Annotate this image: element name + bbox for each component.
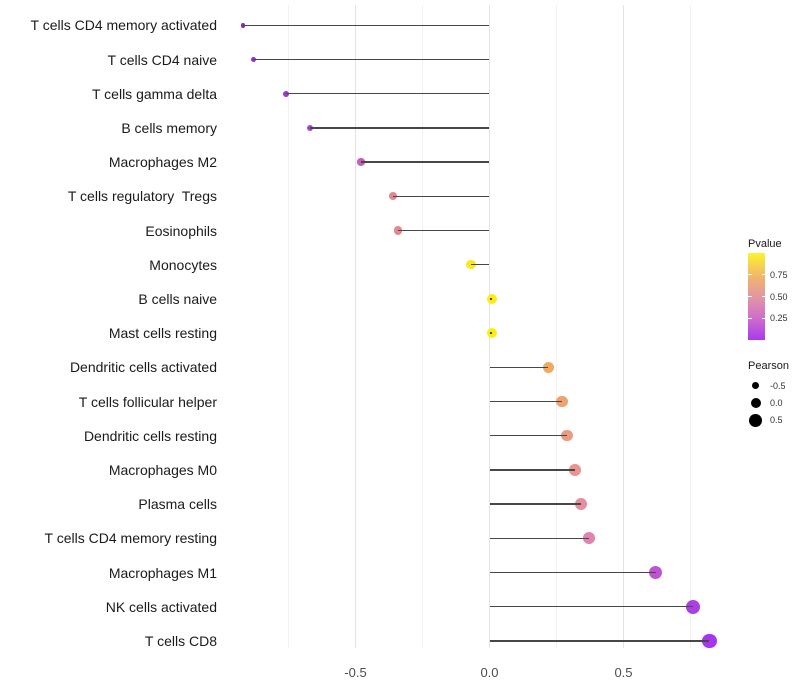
lollipop-stem <box>360 161 490 163</box>
lollipop-stem <box>489 640 710 642</box>
category-label: Dendritic cells activated <box>69 359 217 376</box>
x-tick-label: 0.0 <box>480 665 499 680</box>
pvalue-tick-label: 0.25 <box>770 313 788 324</box>
pearson-legend-dot <box>749 413 763 427</box>
category-label: B cells memory <box>121 119 217 136</box>
pearson-legend-dot <box>750 398 761 408</box>
category-label: Macrophages M2 <box>108 154 217 171</box>
gridline-minor <box>422 5 423 648</box>
category-label: T cells CD4 naive <box>107 51 217 68</box>
lollipop-stem <box>489 435 568 437</box>
category-label: Eosinophils <box>145 222 217 239</box>
category-label: T cells follicular helper <box>78 393 217 410</box>
lollipop-stem <box>309 127 490 129</box>
pearson-legend-label: -0.5 <box>770 380 786 391</box>
data-point <box>686 599 701 614</box>
data-point <box>465 259 476 270</box>
category-label: Monocytes <box>149 256 217 273</box>
x-tick-label: -0.5 <box>344 665 367 680</box>
lollipop-stem <box>489 332 493 334</box>
category-label: B cells naive <box>138 290 217 307</box>
pvalue-legend-title: Pvalue <box>748 238 782 250</box>
lollipop-stem <box>242 24 490 26</box>
data-point <box>569 464 582 476</box>
lollipop-stem <box>489 606 694 608</box>
pvalue-tick-mark <box>748 274 752 276</box>
pvalue-tick-label: 0.50 <box>770 291 788 302</box>
lollipop-stem <box>398 229 490 232</box>
data-point <box>389 192 397 201</box>
gridline-minor <box>556 5 557 648</box>
lollipop-stem <box>489 537 589 539</box>
pvalue-tick-mark <box>761 274 765 276</box>
pvalue-colorbar-gradient <box>748 253 765 340</box>
lollipop-stem <box>285 93 490 95</box>
pvalue-tick-label: 0.75 <box>770 269 788 280</box>
data-point <box>648 565 663 580</box>
lollipop-stem <box>253 58 490 61</box>
gridline-minor <box>690 5 691 648</box>
lollipop-stem <box>393 195 490 197</box>
category-label: Macrophages M0 <box>108 461 217 478</box>
lollipop-stem <box>470 264 490 266</box>
pearson-legend-dot <box>752 382 760 390</box>
lollipop-stem <box>489 366 549 368</box>
data-point <box>542 361 555 373</box>
pearson-legend-label: 0.5 <box>770 415 783 426</box>
lollipop-stem <box>489 469 576 471</box>
category-label: Macrophages M1 <box>108 564 217 581</box>
category-label: NK cells activated <box>105 598 217 615</box>
data-point <box>306 124 314 131</box>
gridline-major <box>489 5 490 648</box>
gridline-major <box>623 5 624 648</box>
data-point <box>357 158 365 166</box>
gridline-minor <box>288 5 289 648</box>
lollipop-stem <box>489 503 581 505</box>
x-tick-label: 0.5 <box>614 665 633 680</box>
pearson-legend-title: Pearson <box>748 360 789 372</box>
pvalue-tick-mark <box>748 317 752 319</box>
category-label: T cells gamma delta <box>91 85 217 102</box>
lollipop-stem <box>489 400 562 403</box>
pearson-legend-label: 0.0 <box>770 398 783 408</box>
data-point <box>251 56 257 63</box>
pvalue-tick-mark <box>761 296 765 297</box>
category-label: Plasma cells <box>138 496 217 513</box>
pvalue-tick-mark <box>748 296 752 297</box>
category-label: T cells CD8 <box>144 632 217 649</box>
pvalue-tick-mark <box>761 317 765 319</box>
data-point <box>282 90 289 97</box>
category-label: T cells CD4 memory resting <box>44 530 217 547</box>
category-label: Mast cells resting <box>108 325 217 342</box>
gridline-major <box>355 5 356 648</box>
lollipop-stem <box>489 571 656 574</box>
category-label: Dendritic cells resting <box>83 427 217 444</box>
category-label: T cells regulatory Tregs <box>67 188 217 205</box>
category-label: T cells CD4 memory activated <box>30 17 217 34</box>
lollipop-stem <box>489 298 493 300</box>
